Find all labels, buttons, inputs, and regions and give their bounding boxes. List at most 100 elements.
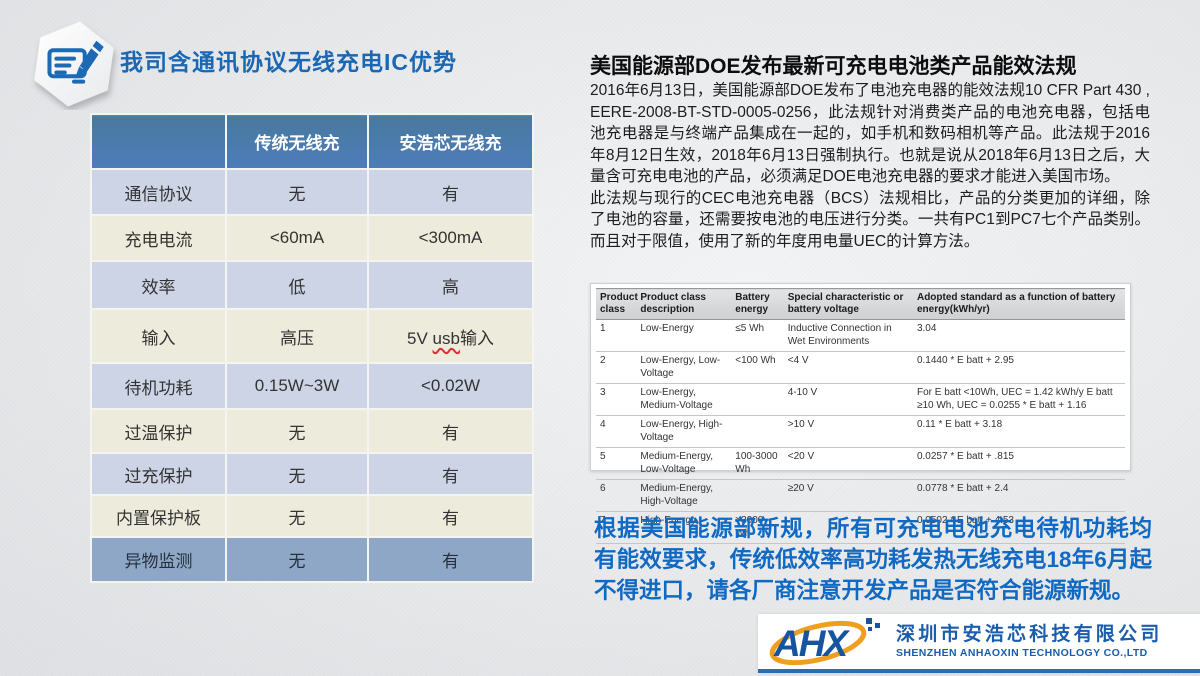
- table-row: 2 Low-Energy, Low-Voltage <100 Wh <4 V 0…: [596, 351, 1125, 384]
- doe-cell: 7: [596, 511, 637, 544]
- cell-text: 5V: [407, 328, 433, 348]
- cell-traditional: 高压: [225, 308, 369, 364]
- cell-traditional: 无: [225, 494, 369, 538]
- cell-anhaoxin: 有: [367, 536, 534, 583]
- table-row: 输入 高压 5V usb输入: [90, 308, 534, 364]
- doe-cell: ≥20 V: [783, 479, 913, 512]
- table-row: 过充保护 无 有: [90, 452, 534, 496]
- cmp-header-anhaoxin: 安浩芯无线充: [367, 113, 534, 170]
- doe-header-description: Product class description: [636, 288, 732, 320]
- doe-cell: 6: [596, 479, 637, 512]
- doe-cell: 4: [596, 415, 637, 448]
- cell-anhaoxin: 有: [367, 408, 534, 454]
- doe-cell: 3: [596, 383, 637, 416]
- table-row: 通信协议 无 有: [90, 168, 534, 216]
- doe-cell: Medium-Energy, High-Voltage: [636, 479, 732, 512]
- doe-cell: 5: [596, 447, 637, 480]
- doe-cell: 100-3000 Wh: [731, 447, 784, 480]
- doe-cell: Low-Energy, High-Voltage: [636, 415, 732, 448]
- doe-cell: ≤5 Wh: [731, 319, 784, 352]
- cmp-header-traditional: 传统无线充: [225, 113, 369, 170]
- doe-cell: 0.0502 * E batt + 4.53: [912, 511, 1125, 544]
- doe-cell: 0.11 * E batt + 3.18: [912, 415, 1125, 448]
- cell-anhaoxin: <0.02W: [367, 362, 534, 410]
- row-label: 效率: [90, 260, 227, 310]
- doe-cell: Low-Energy: [636, 319, 732, 352]
- company-name-en: SHENZHEN ANHAOXIN TECHNOLOGY CO.,LTD: [896, 646, 1148, 659]
- doe-table-panel: Product class Product class description …: [590, 283, 1131, 544]
- cell-traditional: <60mA: [225, 214, 369, 262]
- doe-header-battery-energy: Battery energy: [731, 288, 784, 320]
- doe-cell: 0.1440 * E batt + 2.95: [912, 351, 1125, 384]
- doe-cell: <20 V: [783, 447, 913, 480]
- table-row: 7 High-Energy >3000 Wh 0.0502 * E batt +…: [596, 511, 1125, 544]
- hexagon-badge: [34, 21, 114, 107]
- doe-cell: 3.04: [912, 319, 1125, 352]
- doe-header-row: Product class Product class description …: [596, 288, 1125, 320]
- regulation-title: 美国能源部DOE发布最新可充电电池类产品能效法规: [590, 55, 1077, 78]
- doe-cell: [731, 415, 784, 448]
- doe-cell: Low-Energy, Medium-Voltage: [636, 383, 732, 416]
- table-row: 1 Low-Energy ≤5 Wh Inductive Connection …: [596, 319, 1125, 352]
- doe-cell: [783, 511, 913, 544]
- cell-text: 输入: [459, 328, 494, 348]
- row-label: 异物监测: [90, 536, 227, 583]
- comparison-table: 传统无线充 安浩芯无线充 通信协议 无 有 充电电流 <60mA <300mA …: [90, 113, 534, 583]
- company-name-block: 深圳市安浩芯科技有限公司 SHENZHEN ANHAOXIN TECHNOLOG…: [896, 624, 1162, 659]
- doe-cell: 0.0778 * E batt + 2.4: [912, 479, 1125, 512]
- doe-cell: <100 Wh: [731, 351, 784, 384]
- row-label: 内置保护板: [90, 494, 227, 538]
- table-row: 4 Low-Energy, High-Voltage >10 V 0.11 * …: [596, 415, 1125, 448]
- doe-cell: 4-10 V: [783, 383, 913, 416]
- ahx-swoosh-logo-icon: AHX: [769, 617, 880, 665]
- doe-cell: Low-Energy, Low-Voltage: [636, 351, 732, 384]
- row-label: 通信协议: [90, 168, 227, 216]
- doe-cell: For E batt <10Wh, UEC = 1.42 kWh/y E bat…: [912, 383, 1125, 416]
- logo-panel: AHX 深圳市安浩芯科技有限公司 SHENZHEN ANHAOXIN TECHN…: [758, 614, 1200, 673]
- row-label: 待机功耗: [90, 362, 227, 410]
- doe-header-special: Special characteristic or battery voltag…: [783, 288, 913, 320]
- table-row: 6 Medium-Energy, High-Voltage ≥20 V 0.07…: [596, 479, 1125, 512]
- cell-traditional: 低: [225, 260, 369, 310]
- doe-cell: 2: [596, 351, 637, 384]
- cell-traditional: 无: [225, 168, 369, 216]
- page-title: 我司含通讯协议无线充电IC优势: [120, 49, 457, 75]
- doe-standards-table: Product class Product class description …: [596, 288, 1125, 544]
- table-row: 效率 低 高: [90, 260, 534, 310]
- doe-header-product-class: Product class: [596, 288, 638, 320]
- row-label: 充电电流: [90, 214, 227, 262]
- doe-cell: >10 V: [783, 415, 913, 448]
- cell-anhaoxin: 有: [367, 168, 534, 216]
- doe-cell: High-Energy: [636, 511, 732, 544]
- doe-cell: <4 V: [783, 351, 913, 384]
- doe-cell: [731, 383, 784, 416]
- table-row: 3 Low-Energy, Medium-Voltage 4-10 V For …: [596, 383, 1125, 416]
- row-label: 过温保护: [90, 408, 227, 454]
- table-row: 过温保护 无 有: [90, 408, 534, 454]
- table-row: 异物监测 无 有: [90, 536, 534, 583]
- company-name-cn: 深圳市安浩芯科技有限公司: [896, 624, 1163, 646]
- cell-traditional: 无: [225, 536, 369, 583]
- comparison-header-row: 传统无线充 安浩芯无线充: [90, 113, 534, 170]
- cell-traditional: 无: [225, 452, 369, 496]
- notice-text: 根据美国能源部新规，所有可充电电池充电待机功耗均有能效要求，传统低效率高功耗发热…: [594, 516, 1152, 603]
- logo-monogram: AHX: [773, 623, 850, 664]
- regulation-paragraph: 此法规与现行的CEC电池充电器（BCS）法规相比，产品的分类更加的详细，除了电池…: [590, 189, 1150, 250]
- doe-cell: Medium-Energy, Low-Voltage: [636, 447, 732, 480]
- row-label: 过充保护: [90, 452, 227, 496]
- cell-anhaoxin: 有: [367, 452, 534, 496]
- cell-anhaoxin: <300mA: [367, 214, 534, 262]
- cell-traditional: 无: [225, 408, 369, 454]
- cell-anhaoxin: 高: [367, 260, 534, 310]
- doe-cell: Inductive Connection in Wet Environments: [783, 319, 913, 352]
- misspelled-word: usb: [432, 328, 460, 348]
- row-label: 输入: [90, 308, 227, 364]
- pen-document-icon: [28, 18, 120, 110]
- cmp-header-blank: [90, 113, 227, 170]
- regulation-body: 2016年6月13日，美国能源部DOE发布了电池充电器的能效法规10 CFR P…: [590, 80, 1150, 252]
- doe-cell: 1: [596, 319, 637, 352]
- doe-cell: >3000 Wh: [731, 511, 784, 544]
- cell-anhaoxin: 5V usb输入: [367, 308, 534, 364]
- cell-traditional: 0.15W~3W: [225, 362, 369, 410]
- cell-anhaoxin: 有: [367, 494, 534, 538]
